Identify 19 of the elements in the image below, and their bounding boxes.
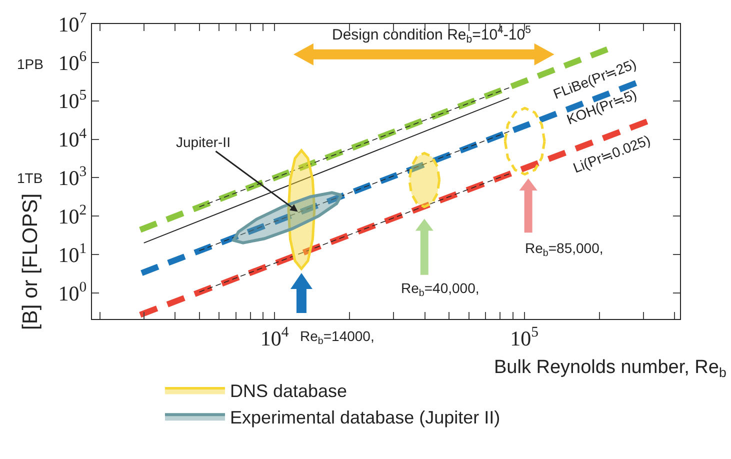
annotation: Jupiter-II: [176, 134, 230, 150]
x-axis-title: Bulk Reynolds number, Re$_{b}$: [494, 357, 726, 380]
legend-label: DNS database: [230, 381, 348, 402]
y-tick-label: 10$^{7}$: [58, 10, 87, 36]
y-tick-label: 10$^{4}$: [58, 126, 88, 152]
y-tick-label: 10$^{5}$: [58, 87, 87, 114]
annotation: Re$_{b}$=85,000,: [525, 240, 604, 259]
y-tick-label: 10$^{2}$: [58, 202, 87, 228]
legend-label: Experimental database (Jupiter II): [230, 408, 500, 428]
y-tick-label: 10$^{3}$: [58, 164, 87, 190]
y-tick-label: 10$^{1}$: [58, 241, 87, 267]
y-axis-title: [B] or [FLOPS]: [19, 193, 42, 330]
text: 1TB: [17, 170, 43, 186]
annotation: Design condition Re$_{b}$=10$^{4}$-10$^{5}$: [332, 24, 532, 46]
text: Re$_{b}$=14000,: [300, 328, 374, 347]
y-tick-label: 10$^{6}$: [58, 48, 87, 75]
text: 1PB: [17, 56, 44, 72]
annotation: Re$_{b}$=40,000,: [401, 280, 480, 299]
y-tick-label: 10$^{0}$: [58, 279, 87, 306]
